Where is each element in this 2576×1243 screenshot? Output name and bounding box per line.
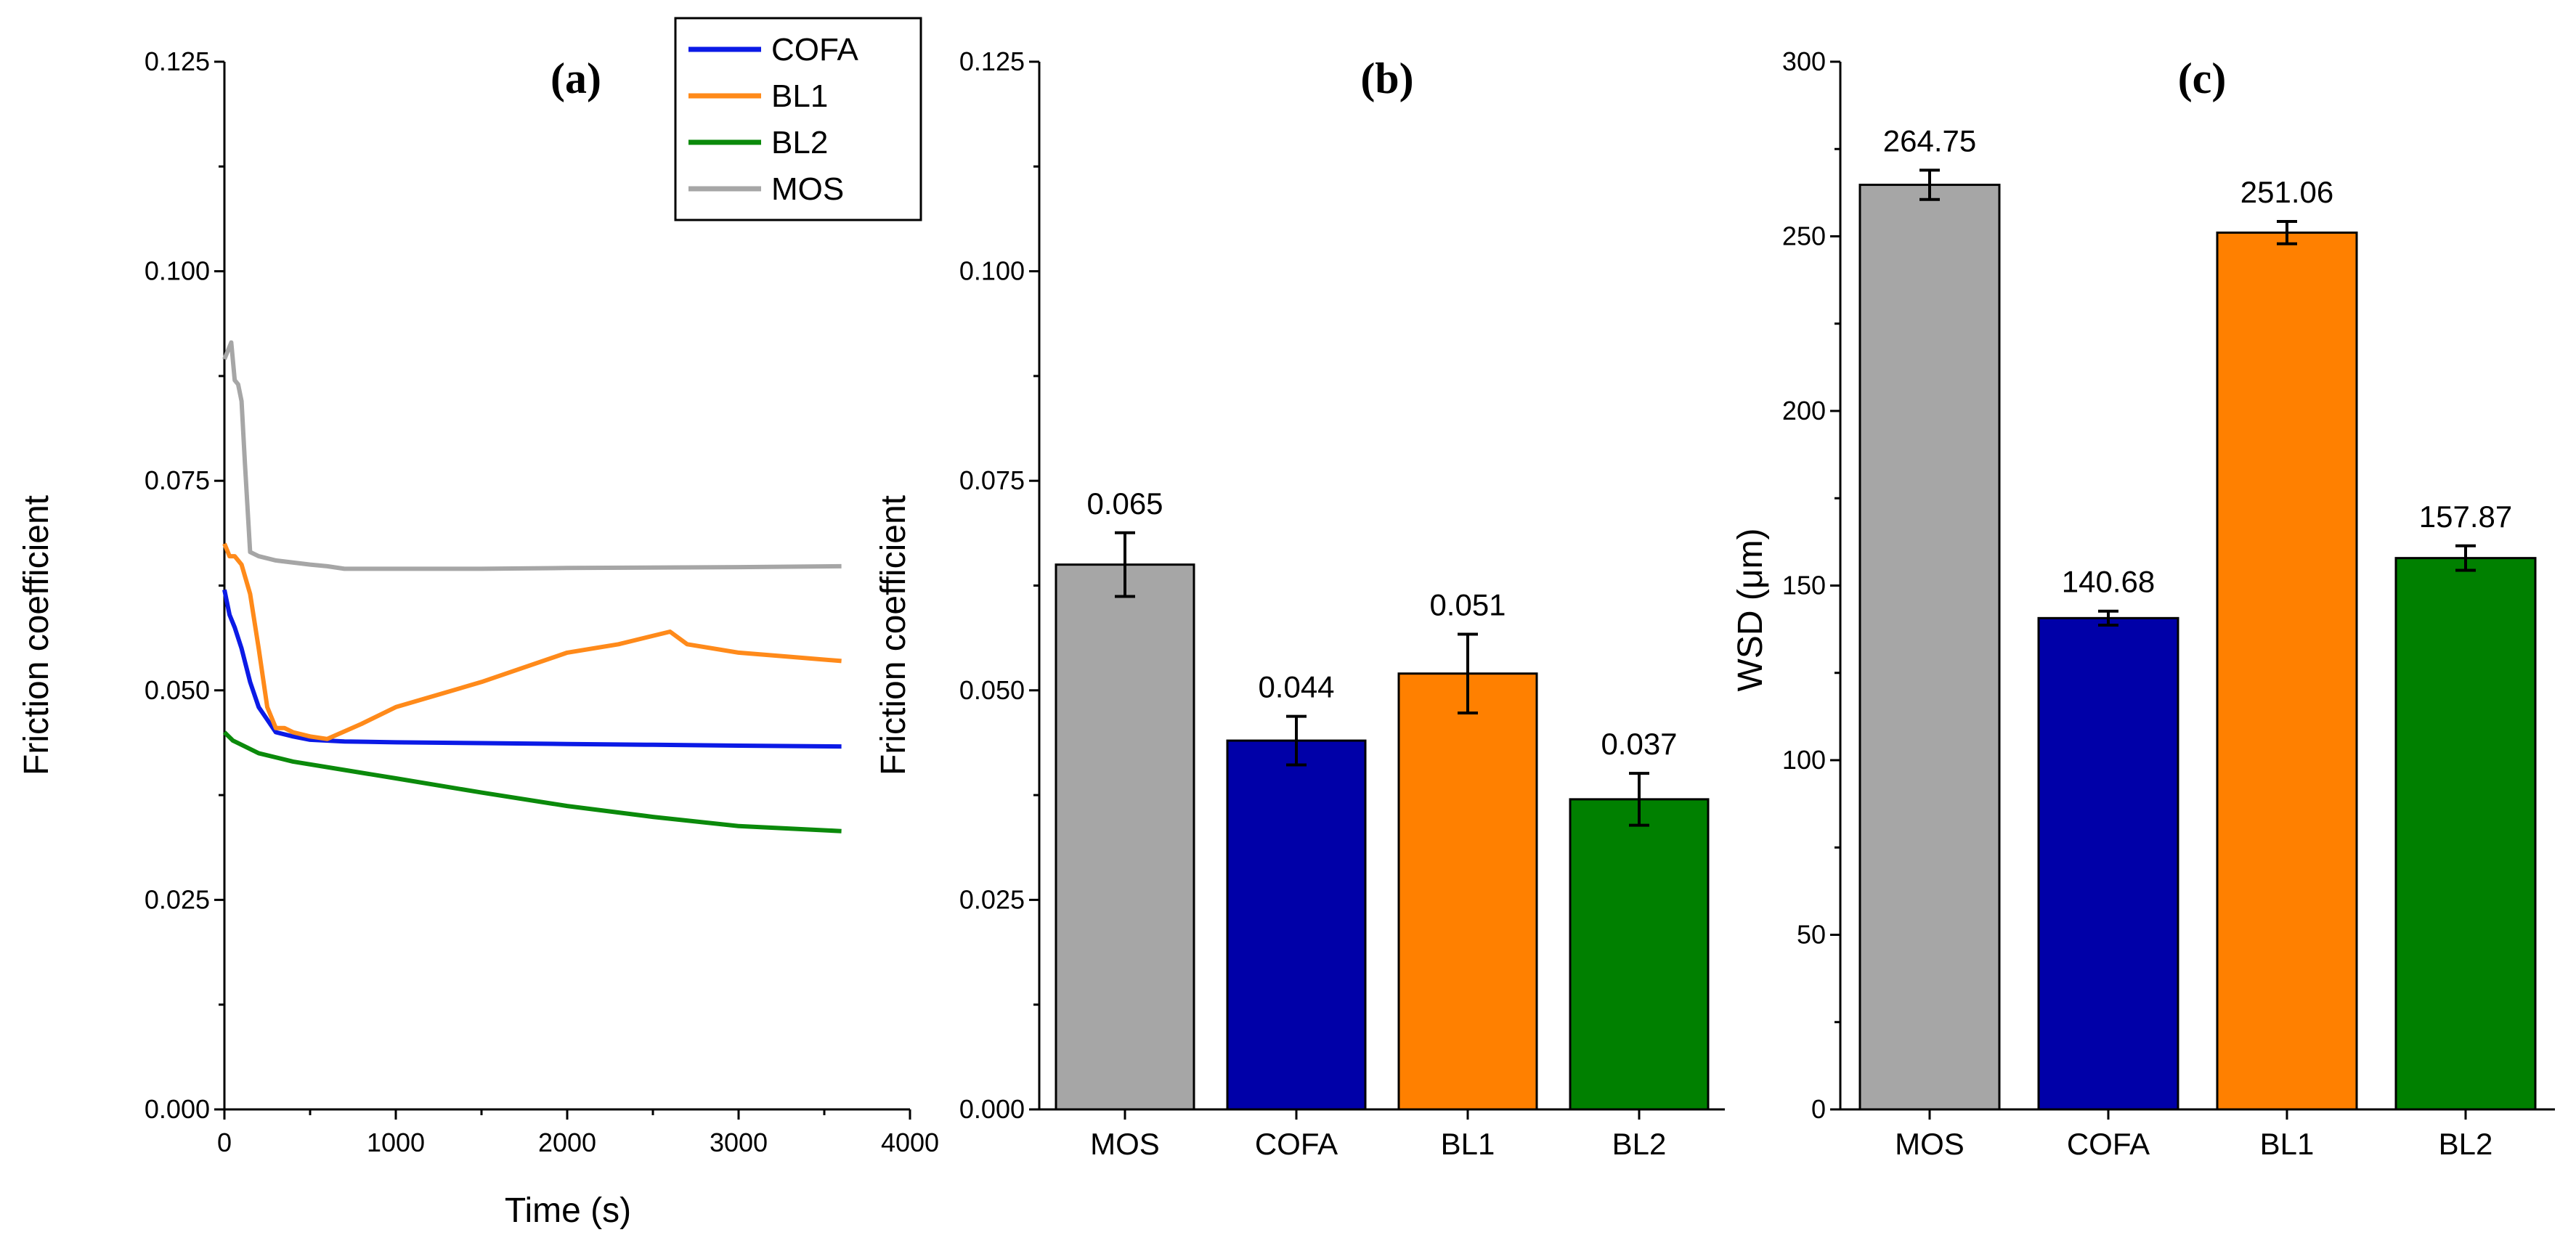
panel-c-ylabel: WSD (μm) [1731,529,1770,692]
panel-a-y-tick-label: 0.025 [145,884,210,914]
legend: COFA BL1 BL2 MOS [674,17,922,221]
panel-c-y-tick-label: 50 [1797,920,1826,950]
panel-b-bar-cofa [1226,739,1367,1111]
panel-b-value-label-cofa: 0.044 [1258,670,1334,704]
panel-c-y-tick-label: 100 [1782,745,1826,775]
panel-a-line-chart: Friction coefficient Time (s) (a) 0.0000… [17,17,939,1230]
panel-c-category-label-bl1: BL1 [2260,1127,2315,1161]
legend-label-bl1: BL1 [771,78,828,114]
panel-a-xlabel: Time (s) [505,1191,631,1230]
panel-b-y-tick-label: 0.025 [959,884,1025,914]
panel-a-x-tick-label: 3000 [710,1128,768,1157]
panel-b-bar-mos [1055,563,1195,1111]
panel-a-x-tick-label: 1000 [367,1128,425,1157]
panel-a-x-tick-label: 0 [217,1128,232,1157]
panel-b-value-label-mos: 0.065 [1086,486,1163,521]
panel-c-bar-mos [1858,184,2001,1111]
panel-c-y-tick-label: 250 [1782,221,1826,251]
panel-b-title: (b) [1360,54,1413,102]
panel-b-y-tick-label: 0.125 [959,46,1025,76]
panel-a-y-tick-label: 0.125 [145,46,210,76]
panel-c-y-tick-label: 200 [1782,396,1826,425]
panel-c-category-label-mos: MOS [1895,1127,1964,1161]
series-line-mos [222,340,842,571]
panel-b-category-label-bl2: BL2 [1612,1127,1667,1161]
panel-a-y-tick-label: 0.000 [145,1094,210,1124]
panel-c-bar-chart: WSD (μm) (c) 0 50 100 150 200 250 300 MOS COFA BL… [1731,46,2555,1161]
series-line-bl1 [222,542,842,741]
panel-b-category-label-cofa: COFA [1255,1127,1338,1161]
panel-c-bar-bl2 [2394,557,2537,1111]
panel-a-title: (a) [550,54,601,102]
panel-b-bar-bl2 [1569,798,1710,1111]
legend-label-bl2: BL2 [771,125,828,160]
panel-b-bar-chart: Friction coefficient (b) 0.000 0.025 0.050… [874,46,1725,1161]
panel-c-y-tick-label: 0 [1811,1094,1826,1124]
panel-c-value-label-mos: 264.75 [1883,123,1976,158]
panel-a-y-tick-label: 0.050 [145,675,210,705]
panel-a-x-tick-label: 4000 [881,1128,939,1157]
panel-c-bar-bl1 [2216,231,2358,1111]
panel-c-value-label-cofa: 140.68 [2062,565,2155,599]
panel-c-category-label-cofa: COFA [2067,1127,2150,1161]
series-line-cofa [222,589,842,749]
panel-b-y-tick-label: 0.100 [959,256,1025,286]
panel-b-value-label-bl1: 0.051 [1429,587,1506,622]
panel-b-y-tick-label: 0.050 [959,675,1025,705]
panel-c-y-tick-label: 300 [1782,46,1826,76]
panel-a-y-tick-label: 0.075 [145,465,210,495]
panel-b-category-label-bl1: BL1 [1441,1127,1495,1161]
panel-b-y-tick-label: 0.000 [959,1094,1025,1124]
panel-c-y-tick-label: 150 [1782,571,1826,600]
legend-label-mos: MOS [771,171,844,207]
series-line-bl2 [222,730,842,834]
legend-label-cofa: COFA [771,32,858,68]
panel-c-title: (c) [2178,54,2227,102]
panel-b-value-label-bl2: 0.037 [1601,727,1677,761]
panel-b-bar-bl1 [1397,672,1538,1111]
panel-b-ylabel: Friction coefficient [874,495,913,775]
panel-b-category-label-mos: MOS [1090,1127,1160,1161]
panel-c-value-label-bl1: 251.06 [2240,175,2333,209]
panel-b-y-tick-label: 0.075 [959,465,1025,495]
panel-a-x-tick-label: 2000 [538,1128,596,1157]
panel-a-y-tick-label: 0.100 [145,256,210,286]
panel-a-ylabel: Friction coefficient [17,495,56,775]
panel-c-category-label-bl2: BL2 [2439,1127,2493,1161]
panel-c-bar-cofa [2037,616,2179,1111]
panel-c-value-label-bl2: 157.87 [2419,500,2512,534]
